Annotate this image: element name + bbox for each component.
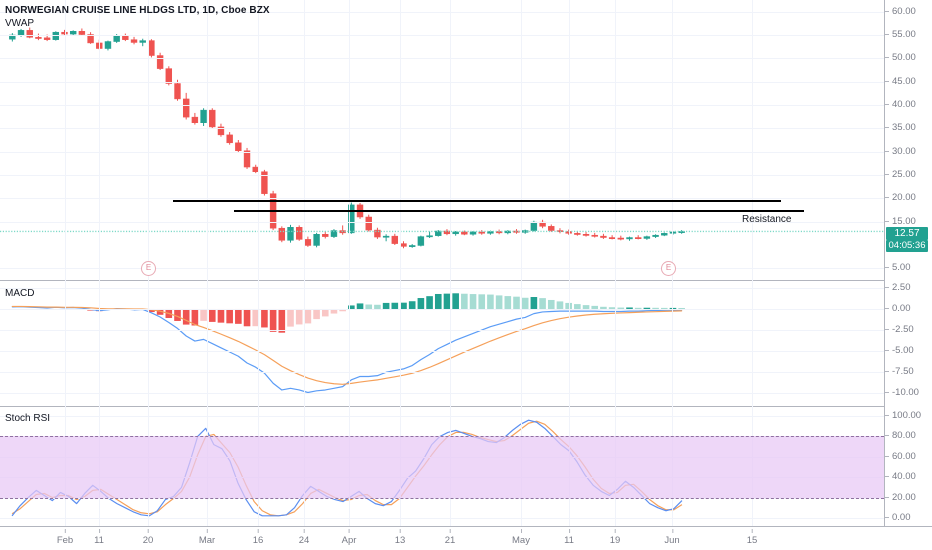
stochrsi-lower-level-line — [0, 497, 884, 499]
gridline — [0, 105, 884, 106]
price-axis-tick: -5.00 — [885, 346, 914, 356]
time-axis-tick: 19 — [610, 529, 620, 546]
price-axis-tick: 40.00 — [885, 472, 916, 482]
gridline-vertical — [615, 0, 616, 526]
price-axis-tick: -7.50 — [885, 367, 914, 377]
price-axis-tick: 15.00 — [885, 216, 916, 227]
gridline — [0, 416, 884, 417]
price-axis-tick: 25.00 — [885, 170, 916, 180]
price-axis-tick: 80.00 — [885, 431, 916, 441]
price-axis-tick: 0.00 — [885, 303, 911, 314]
gridline-vertical — [207, 0, 208, 526]
gridline-vertical — [258, 0, 259, 526]
price-axis-tick: -10.00 — [885, 388, 919, 398]
gridline — [0, 12, 884, 13]
horizontal-line-resistance[interactable] — [234, 210, 804, 212]
gridline — [0, 222, 884, 223]
time-axis-tick: 13 — [395, 529, 405, 546]
time-axis-tick: 24 — [299, 529, 309, 546]
gridline-vertical — [400, 0, 401, 526]
price-axis-tick: 60.00 — [885, 451, 916, 462]
gridline — [0, 128, 884, 129]
time-axis-tick: 20 — [143, 529, 153, 546]
gridline-vertical — [304, 0, 305, 526]
pane-divider-price-macd — [0, 280, 884, 281]
gridline-vertical — [569, 0, 570, 526]
time-axis-tick: Jun — [664, 529, 680, 546]
gridline-vertical — [450, 0, 451, 526]
macd-pane-label: MACD — [5, 288, 35, 299]
time-axis-tick: 16 — [253, 529, 263, 546]
gridline — [0, 152, 884, 153]
price-axis-tick: 30.00 — [885, 146, 916, 157]
price-axis-tick: 35.00 — [885, 123, 916, 133]
price-axis-tick: 60.00 — [885, 6, 916, 17]
time-axis[interactable] — [0, 526, 932, 550]
price-axis-tick: 5.00 — [885, 263, 911, 273]
gridline — [0, 372, 884, 373]
gridline — [0, 393, 884, 394]
gridline — [0, 309, 884, 310]
price-axis-tick: 50.00 — [885, 53, 916, 63]
gridline — [0, 35, 884, 36]
price-axis-tick: 2.50 — [885, 282, 911, 293]
time-axis-tick: 11 — [564, 529, 574, 546]
gridline-vertical — [65, 0, 66, 526]
price-axis[interactable] — [884, 0, 932, 550]
earnings-marker-icon[interactable]: E — [661, 261, 676, 276]
gridline-vertical — [349, 0, 350, 526]
gridline-vertical — [752, 0, 753, 526]
gridline-vertical — [521, 0, 522, 526]
price-axis-tick: 20.00 — [885, 492, 916, 503]
time-axis-tick: 11 — [94, 529, 104, 546]
gridline — [0, 58, 884, 59]
last-price-badge[interactable]: 12.57 — [886, 226, 928, 240]
price-axis-tick: 40.00 — [885, 100, 916, 110]
time-axis-tick: Feb — [57, 529, 73, 546]
price-axis-tick: 0.00 — [885, 512, 911, 523]
time-axis-tick: 21 — [445, 529, 455, 546]
gridline — [0, 351, 884, 352]
price-axis-tick: 100.00 — [885, 411, 921, 421]
bar-countdown-badge: 04:05:36 — [886, 240, 928, 252]
resistance-line-label: Resistance — [742, 213, 792, 225]
pane-divider-macd-stoch — [0, 406, 884, 407]
time-axis-tick: May — [512, 529, 530, 546]
gridline — [0, 330, 884, 331]
vwap-legend-label: VWAP — [5, 18, 35, 29]
earnings-marker-icon[interactable]: E — [141, 261, 156, 276]
horizontal-line-upper[interactable] — [173, 200, 781, 202]
price-axis-tick: 20.00 — [885, 193, 916, 203]
price-axis-tick: -2.50 — [885, 325, 914, 335]
stochrsi-upper-level-line — [0, 436, 884, 438]
gridline-vertical — [99, 0, 100, 526]
gridline — [0, 268, 884, 269]
gridline — [0, 288, 884, 289]
time-axis-tick: Apr — [342, 529, 356, 546]
time-axis-tick: 15 — [747, 529, 757, 546]
gridline — [0, 175, 884, 176]
price-axis-tick: 45.00 — [885, 76, 916, 87]
chart-symbol-title: NORWEGIAN CRUISE LINE HLDGS LTD, 1D, Cbo… — [5, 5, 270, 16]
gridline — [0, 198, 884, 199]
time-axis-tick: Mar — [199, 529, 215, 546]
stochrsi-pane-label: Stoch RSI — [5, 413, 51, 424]
price-axis-tick: 55.00 — [885, 30, 916, 40]
gridline — [0, 518, 884, 519]
gridline — [0, 82, 884, 83]
stochrsi-overbought-oversold-band — [0, 436, 884, 498]
